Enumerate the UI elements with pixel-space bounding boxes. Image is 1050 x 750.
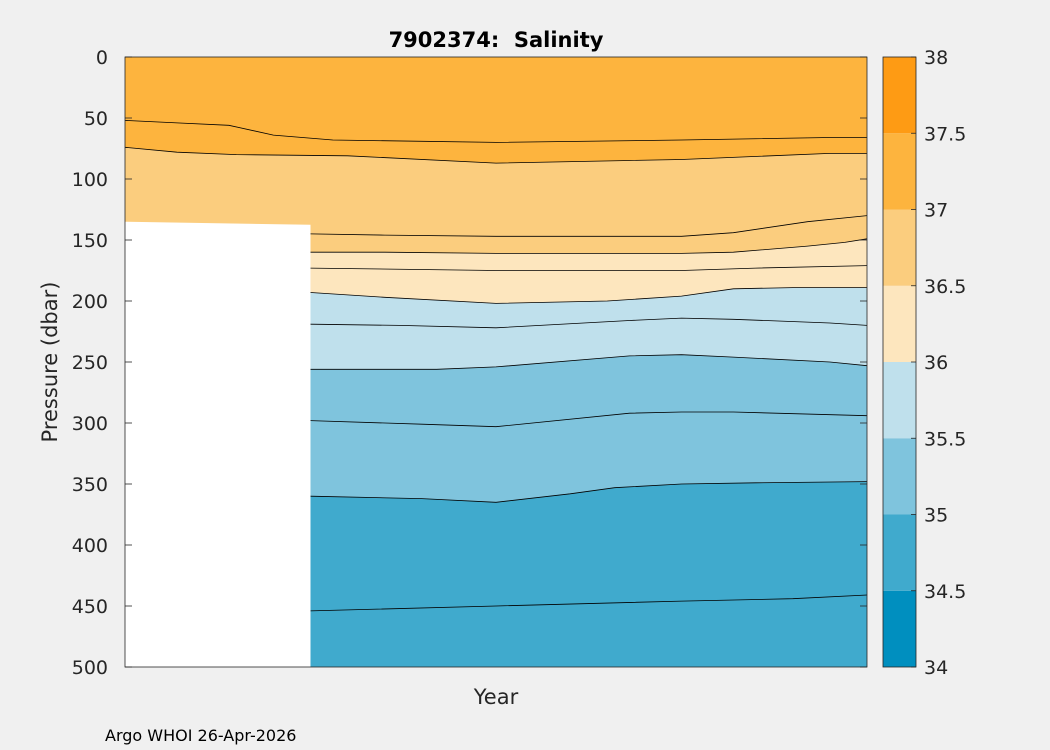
contour-line-s-36.0 — [310, 287, 867, 304]
colorbar-bin — [883, 362, 916, 439]
contour-band-s-34.75 — [310, 595, 867, 667]
colorbar-tick-label: 34 — [924, 657, 948, 679]
colorbar-tick-label: 38 — [924, 47, 948, 69]
contour-line-s-35.5 — [310, 354, 868, 370]
y-tick-label: 450 — [72, 596, 108, 618]
y-tick-label: 400 — [72, 535, 108, 557]
colorbar-tick-label: 36 — [924, 352, 948, 374]
colorbar-bin — [883, 57, 916, 134]
contour-line-s-35.25 — [310, 411, 868, 428]
y-tick-label: 0 — [96, 47, 108, 69]
contour-line-s-37.25 — [124, 120, 867, 143]
colorbar-tick-label: 37 — [924, 200, 948, 222]
y-axis-label: Pressure (dbar) — [38, 282, 62, 443]
contour-line-s-36.75 — [310, 215, 868, 237]
y-tick-label: 500 — [72, 657, 108, 679]
y-tick-label: 300 — [72, 413, 108, 435]
colorbar-tick-label: 37.5 — [924, 123, 966, 145]
contour-line-s-35.75 — [310, 317, 868, 329]
y-tick-label: 50 — [84, 108, 108, 130]
colorbar-bin — [883, 209, 916, 286]
colorbar-bin — [883, 590, 916, 667]
colorbar-bin — [883, 133, 916, 210]
colorbar-bin — [883, 438, 916, 515]
colorbar-tick-label: 35 — [924, 505, 948, 527]
contour-line-s-34.75 — [310, 594, 868, 612]
chart-title: 7902374: Salinity — [389, 28, 604, 52]
y-tick-label: 200 — [72, 291, 108, 313]
x-axis-label: Year — [473, 685, 519, 709]
colorbar-tick-label: 36.5 — [924, 276, 966, 298]
contour-line-s-37.0 — [124, 146, 867, 164]
colorbar-tick-label: 35.5 — [924, 428, 966, 450]
y-tick-label: 350 — [72, 474, 108, 496]
colorbar-tick-label: 34.5 — [924, 581, 966, 603]
footer-credit: Argo WHOI 26-Apr-2026 — [105, 726, 297, 745]
contour-line-s-35.0 — [310, 481, 868, 503]
colorbar-bin — [883, 514, 916, 591]
colorbar-bin — [883, 285, 916, 362]
y-tick-label: 150 — [72, 230, 108, 252]
y-tick-label: 250 — [72, 352, 108, 374]
contour-line-s-36.5 — [310, 238, 868, 254]
y-tick-label: 100 — [72, 169, 108, 191]
contour-line-s-36.25 — [310, 265, 868, 271]
missing-data-region — [125, 221, 311, 667]
